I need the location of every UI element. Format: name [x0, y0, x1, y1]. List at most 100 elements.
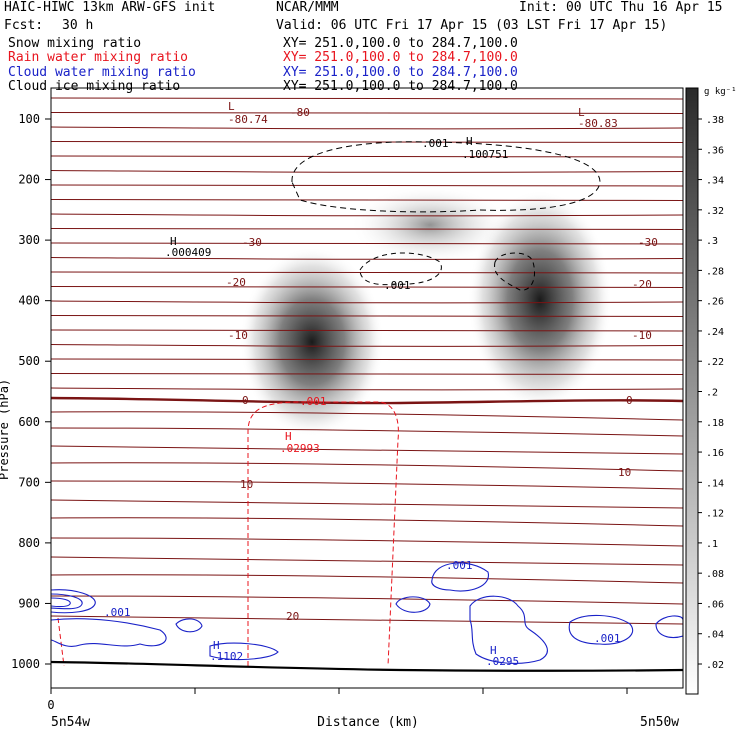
temp-label-m10-left: -10 — [228, 329, 248, 342]
rain-water-contour — [247, 401, 399, 667]
x-end-label-right: 5n50w — [640, 715, 679, 730]
temp-label-m30-left: -30 — [242, 236, 262, 249]
temperature-contour — [51, 126, 683, 130]
field-snow-name: Snow mixing ratio — [8, 36, 142, 51]
y-tick-label: 300 — [18, 233, 40, 247]
colorbar-tick-label: .36 — [706, 145, 724, 156]
cloud-water-label-mid: .001 — [446, 559, 473, 572]
fcst-value: 30 h — [62, 18, 94, 33]
temperature-contour — [51, 155, 683, 158]
rain-label: .001 — [300, 395, 327, 408]
temperature-contour — [51, 427, 683, 437]
temperature-contour — [51, 97, 683, 100]
temperature-contour — [51, 462, 683, 472]
temperature-contour — [51, 112, 683, 115]
temp-label-m20-right: -20 — [632, 278, 652, 291]
cloud-water-label-left: .001 — [104, 606, 131, 619]
valid-time: Valid: 06 UTC Fri 17 Apr 15 (03 LST Fri … — [276, 18, 668, 33]
cloud-ice-contour-left — [359, 252, 442, 286]
cloud-ice-low-max-value: .000409 — [165, 246, 211, 259]
y-tick-label: 800 — [18, 536, 40, 550]
cloud-water-max-marker-left: H — [213, 639, 220, 652]
colorbar-tick-label: .34 — [706, 176, 724, 187]
temp-label-m20-left: -20 — [226, 276, 246, 289]
temperature-contour — [51, 314, 683, 317]
temp-label-m30-right: -30 — [638, 236, 658, 249]
temperature-contour — [51, 329, 683, 332]
colorbar — [685, 87, 699, 695]
cloud-ice-label-upper: .001 — [422, 137, 449, 150]
field-cloudice-name: Cloud ice mixing ratio — [8, 79, 181, 94]
cloud-ice-max-value: .100751 — [462, 148, 508, 161]
org-label: NCAR/MMM — [276, 0, 339, 15]
y-tick-label: 600 — [18, 415, 40, 429]
cloud-water-contours — [51, 562, 683, 664]
field-rain-name: Rain water mixing ratio — [8, 50, 189, 65]
temperature-contour — [51, 411, 683, 421]
temp-label-min-left: -80.74 — [228, 113, 268, 126]
colorbar-tick-label: .16 — [706, 448, 724, 459]
temperature-contours — [51, 97, 683, 625]
cloud-ice-contour-upper — [291, 141, 601, 213]
temperature-contour — [51, 499, 683, 509]
x-axis-label: Distance (km) — [317, 715, 419, 730]
colorbar-tick-label: .14 — [706, 478, 724, 489]
y-tick-label: 700 — [18, 475, 40, 489]
colorbar-unit: g kg⁻¹ — [704, 87, 737, 97]
snow-shading-right — [468, 190, 612, 410]
temperature-contour — [51, 170, 683, 173]
temperature-contour — [51, 537, 683, 547]
x-end-label-left: 5n54w — [51, 715, 90, 730]
cloud-ice-contour-right — [494, 252, 535, 291]
y-tick-label: 200 — [18, 173, 40, 187]
field-rain-xy: XY= 251.0,100.0 to 284.7,100.0 — [283, 50, 518, 65]
temperature-contour — [51, 213, 683, 217]
temp-label-0-left: 0 — [242, 394, 249, 407]
contour-labels: L -80.74 -80 L -80.83 -30 -30 -20 -20 -1… — [104, 100, 658, 668]
cloud-water-max-marker-right: H — [490, 644, 497, 657]
field-cloudwater-name: Cloud water mixing ratio — [8, 65, 196, 80]
temperature-contour — [51, 556, 683, 566]
snow-shading-left — [240, 247, 384, 437]
cloud-water-max-value-right: .0295 — [486, 655, 519, 668]
colorbar-tick-label: .02 — [706, 660, 724, 671]
temp-label-min-right: -80.83 — [578, 117, 618, 130]
temp-label-0-right: 0 — [626, 394, 633, 407]
colorbar-tick-label: .08 — [706, 569, 724, 580]
plot-frame — [50, 87, 684, 689]
y-tick-label: 400 — [18, 294, 40, 308]
colorbar-tick-label: .2 — [706, 388, 718, 399]
temperature-contour — [51, 574, 683, 584]
colorbar-tick-label: .24 — [706, 327, 724, 338]
temperature-contour — [51, 184, 683, 187]
colorbar-ticks: .02 .04 .06 .08 .1 .12 .14 .16 .18 .2 .22 .24 .26 .28… — [698, 115, 724, 671]
low-label-right: L — [578, 106, 585, 119]
temperature-contour — [51, 373, 683, 376]
y-axis-label: Pressure (hPa) — [0, 379, 11, 480]
temperature-contour — [51, 445, 683, 455]
temperature-contour — [51, 242, 683, 245]
temperature-contour — [51, 140, 683, 143]
temperature-contour — [51, 271, 683, 274]
low-label-left: L — [228, 100, 235, 113]
y-axis: 100 200 300 400 500 600 700 800 900 1000 — [11, 112, 51, 671]
field-snow-xy: XY= 251.0,100.0 to 284.7,100.0 — [283, 36, 518, 51]
temperature-contour — [51, 344, 683, 347]
temp-label-10-left: 10 — [240, 478, 253, 491]
temperature-contour — [51, 286, 683, 289]
colorbar-tick-label: .28 — [706, 266, 724, 277]
model-title: HAIC-HIWC 13km ARW-GFS init — [4, 0, 216, 15]
colorbar-tick-label: .3 — [706, 236, 718, 247]
y-tick-label: 100 — [18, 112, 40, 126]
y-tick-label: 500 — [18, 354, 40, 368]
cloud-water-label-right: .001 — [594, 632, 621, 645]
temp-label-20: 20 — [286, 610, 299, 623]
temp-label-m10-right: -10 — [632, 329, 652, 342]
cloud-ice-low-max-marker: H — [170, 235, 177, 248]
colorbar-tick-label: .12 — [706, 509, 724, 520]
freezing-level-contour — [51, 396, 683, 405]
temperature-contour — [51, 480, 683, 490]
colorbar-tick-label: .04 — [706, 630, 724, 641]
